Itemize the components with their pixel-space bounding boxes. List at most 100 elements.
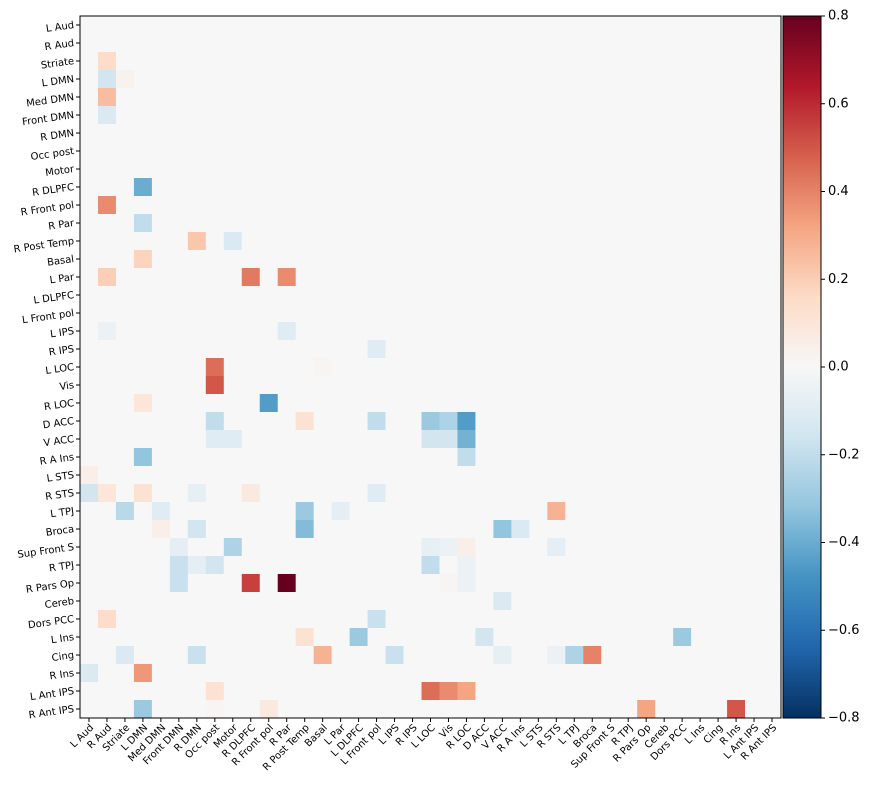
heatmap-cell bbox=[133, 88, 153, 107]
heatmap-cell bbox=[187, 34, 207, 53]
heatmap-cell bbox=[187, 268, 207, 287]
heatmap-cell bbox=[205, 232, 225, 251]
heatmap-cell bbox=[277, 88, 296, 107]
heatmap-cell bbox=[223, 484, 243, 503]
heatmap-cell bbox=[205, 34, 225, 53]
heatmap-cell bbox=[673, 430, 692, 449]
heatmap-cell bbox=[421, 394, 440, 413]
heatmap-cell bbox=[223, 340, 243, 359]
heatmap-cell bbox=[637, 322, 656, 341]
heatmap-cell bbox=[763, 646, 782, 665]
heatmap-cell bbox=[97, 268, 117, 287]
heatmap-cell bbox=[601, 646, 620, 665]
heatmap-cell bbox=[547, 196, 566, 215]
heatmap-cell bbox=[367, 610, 386, 629]
heatmap-cell bbox=[727, 700, 746, 719]
heatmap-cell bbox=[583, 34, 602, 53]
heatmap-cell bbox=[475, 574, 494, 593]
heatmap-cell bbox=[385, 574, 404, 593]
heatmap-cell bbox=[115, 646, 135, 665]
heatmap-cell bbox=[565, 34, 584, 53]
heatmap-cell bbox=[403, 646, 422, 665]
heatmap-cell bbox=[169, 268, 189, 287]
heatmap-cell bbox=[313, 466, 332, 485]
heatmap-cell bbox=[745, 700, 764, 719]
heatmap-cell bbox=[331, 448, 350, 467]
heatmap-cell bbox=[655, 88, 674, 107]
heatmap-cell bbox=[511, 160, 530, 179]
heatmap-cell bbox=[493, 250, 512, 269]
heatmap-cell bbox=[80, 682, 99, 701]
heatmap-cell bbox=[547, 502, 566, 521]
heatmap-cell bbox=[655, 124, 674, 143]
y-tick-label: Occ post bbox=[30, 146, 75, 163]
heatmap-cell bbox=[673, 412, 692, 431]
heatmap-cell bbox=[763, 70, 782, 89]
heatmap-cell bbox=[223, 16, 243, 35]
heatmap-cell bbox=[97, 196, 117, 215]
heatmap-cell bbox=[385, 304, 404, 323]
heatmap-cell bbox=[367, 268, 386, 287]
heatmap-cell bbox=[80, 538, 99, 557]
heatmap-cell bbox=[457, 250, 476, 269]
heatmap-cell bbox=[727, 196, 746, 215]
heatmap-cell bbox=[97, 484, 117, 503]
heatmap-cell bbox=[619, 286, 638, 305]
heatmap-cell bbox=[403, 394, 422, 413]
heatmap-cell bbox=[241, 610, 261, 629]
heatmap-cell bbox=[475, 304, 494, 323]
heatmap-cell bbox=[313, 448, 332, 467]
heatmap-cell bbox=[403, 538, 422, 557]
heatmap-cell bbox=[97, 124, 117, 143]
heatmap-cell bbox=[565, 682, 584, 701]
heatmap-cell bbox=[187, 628, 207, 647]
heatmap-cell bbox=[601, 412, 620, 431]
heatmap-cell bbox=[583, 178, 602, 197]
heatmap-cell bbox=[169, 646, 189, 665]
heatmap-cell bbox=[547, 106, 566, 125]
heatmap-cell bbox=[349, 178, 368, 197]
heatmap-cell bbox=[331, 322, 350, 341]
heatmap-cell bbox=[331, 592, 350, 611]
heatmap-cell bbox=[349, 538, 368, 557]
heatmap-cell bbox=[97, 232, 117, 251]
heatmap-cell bbox=[709, 88, 728, 107]
heatmap-cell bbox=[403, 484, 422, 503]
heatmap-cell bbox=[763, 502, 782, 521]
heatmap-cell bbox=[745, 70, 764, 89]
heatmap-cell bbox=[601, 574, 620, 593]
heatmap-cell bbox=[637, 574, 656, 593]
heatmap-cell bbox=[511, 628, 530, 647]
heatmap-cell bbox=[619, 70, 638, 89]
heatmap-cell bbox=[691, 520, 710, 539]
heatmap-cell bbox=[80, 232, 99, 251]
heatmap-cell bbox=[80, 394, 99, 413]
heatmap-cell bbox=[439, 358, 458, 377]
heatmap-cell bbox=[295, 88, 314, 107]
heatmap-cell bbox=[367, 142, 386, 161]
heatmap-cell bbox=[601, 178, 620, 197]
heatmap-cell bbox=[421, 592, 440, 611]
heatmap-cell bbox=[295, 16, 314, 35]
heatmap-cell bbox=[169, 286, 189, 305]
heatmap-cell bbox=[727, 34, 746, 53]
heatmap-cell bbox=[80, 556, 99, 575]
heatmap-cell bbox=[745, 574, 764, 593]
heatmap-cell bbox=[655, 520, 674, 539]
heatmap-cell bbox=[277, 214, 296, 233]
y-tick-label: R Front pol bbox=[20, 200, 75, 218]
heatmap-cell bbox=[223, 196, 243, 215]
y-tick-label: R Aud bbox=[44, 38, 75, 53]
heatmap-cell bbox=[475, 88, 494, 107]
heatmap-cell bbox=[745, 268, 764, 287]
heatmap-cell bbox=[619, 592, 638, 611]
heatmap-cell bbox=[259, 700, 279, 719]
heatmap-cell bbox=[403, 124, 422, 143]
heatmap-cell bbox=[565, 448, 584, 467]
heatmap-cell bbox=[223, 214, 243, 233]
heatmap-cell bbox=[655, 448, 674, 467]
heatmap-cell bbox=[151, 16, 171, 35]
heatmap-cell bbox=[637, 106, 656, 125]
heatmap-cell bbox=[691, 430, 710, 449]
heatmap-cell bbox=[637, 286, 656, 305]
